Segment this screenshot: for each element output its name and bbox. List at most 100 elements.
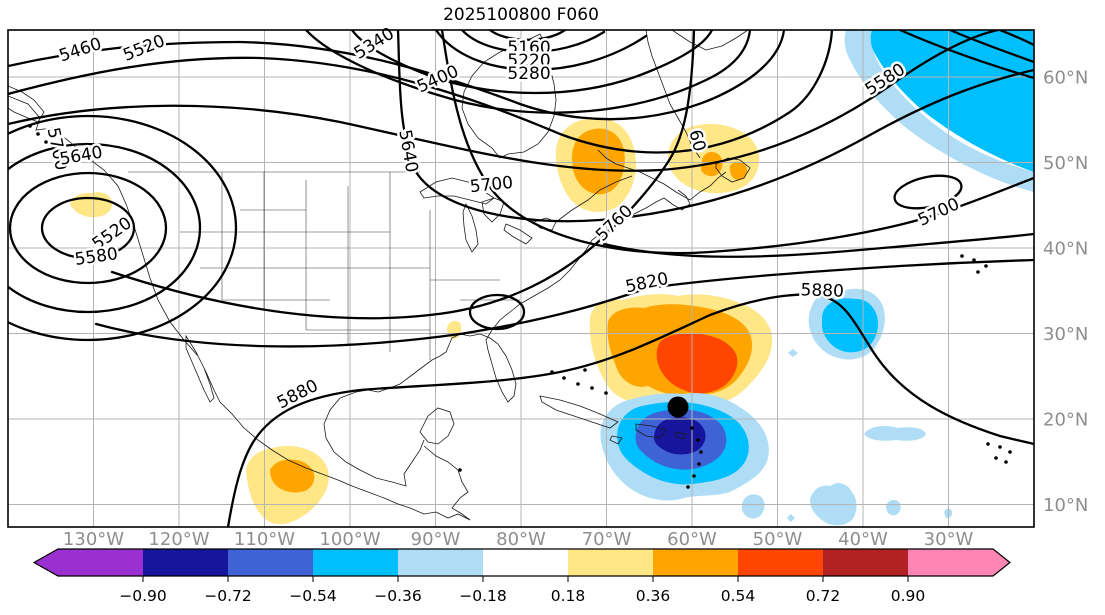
contour-label: 5880 <box>274 376 322 413</box>
contour-5880-gulf-closed <box>468 293 526 331</box>
anomaly-fill-mexico-orange <box>270 459 315 493</box>
island-specks <box>28 124 1012 489</box>
longitude-axis-labels: 130°W 120°W 110°W 100°W 90°W 80°W 70°W 60°W 50°W… <box>63 529 974 550</box>
island-speck <box>36 132 40 136</box>
contour-5340-line <box>350 30 714 95</box>
contour-5640-low-closed <box>8 142 202 314</box>
contour-label: 5700 <box>469 173 514 197</box>
island-speck <box>696 438 700 442</box>
contour-label: 5400 <box>414 61 462 97</box>
contour-label: 5520 <box>120 31 168 66</box>
lat-tick-label: 60°N <box>1043 68 1088 89</box>
contour-label: 5820 <box>624 269 670 298</box>
lon-tick-label: 40°W <box>838 529 888 550</box>
colorbar-tick-label: −0.18 <box>459 587 507 605</box>
lon-tick-label: 120°W <box>148 529 209 550</box>
height-contour-layer <box>8 30 1034 527</box>
colorbar-segment <box>143 549 228 576</box>
colorbar-tick-label: −0.54 <box>289 587 337 605</box>
island-speck <box>697 462 701 466</box>
colorbar-segment <box>823 549 908 576</box>
island-speck <box>1008 450 1012 454</box>
island-speck <box>692 474 696 478</box>
storm-position-dot <box>667 396 689 418</box>
colorbar-segment <box>738 549 823 576</box>
contour-5400-line <box>304 30 752 114</box>
colorbar-over-arrow <box>993 549 1010 576</box>
chart-title: 2025100800 F060 <box>443 5 599 25</box>
lat-tick-label: 20°N <box>1043 410 1088 431</box>
contour-5160-line <box>488 30 567 41</box>
colorbar-tick-label: 0.18 <box>551 587 586 605</box>
anomaly-fill-newfoundland-orange-2 <box>729 161 748 180</box>
anomaly-fill-quebec-orange <box>572 128 625 195</box>
contour-5760-east-line <box>602 232 1034 258</box>
contour-label: 5700 <box>915 194 963 230</box>
contour-5760-line <box>110 30 696 320</box>
island-speck <box>583 368 587 372</box>
lon-tick-label: 50°W <box>753 529 803 550</box>
contour-label: 5280 <box>507 64 550 84</box>
island-speck <box>699 450 703 454</box>
contour-5700-line <box>440 30 1034 255</box>
colorbar-tick-label: −0.72 <box>204 587 252 605</box>
colorbar-tick-label: 0.72 <box>806 587 841 605</box>
anomaly-shading-layer <box>70 30 1034 526</box>
island-speck <box>972 258 976 262</box>
anomaly-fill-small-4 <box>886 499 901 516</box>
coastline-great-lakes <box>419 175 633 253</box>
lon-tick-label: 110°W <box>234 529 295 550</box>
anomaly-fill-small-7 <box>788 349 798 357</box>
lon-tick-label: 60°W <box>667 529 717 550</box>
contour-label: 5160 <box>507 38 550 58</box>
colorbar-segment <box>908 549 993 576</box>
lon-tick-label: 130°W <box>63 529 124 550</box>
colorbar-segment <box>228 549 313 576</box>
coastline-gulf-east <box>323 30 751 487</box>
island-speck <box>1004 460 1008 464</box>
contour-5820-line <box>94 258 1034 348</box>
lat-tick-label: 40°N <box>1043 239 1088 260</box>
colorbar-segment <box>653 549 738 576</box>
island-speck <box>976 270 980 274</box>
island-speck <box>604 391 608 395</box>
island-speck <box>562 376 566 380</box>
colorbar-segment <box>483 549 568 576</box>
plot-frame <box>7 29 1035 528</box>
lon-tick-label: 90°W <box>411 529 461 550</box>
island-speck <box>686 485 690 489</box>
island-speck <box>994 456 998 460</box>
colorbar-tick-label: 0.90 <box>891 587 926 605</box>
anomaly-fill-atlantic-orangered <box>656 333 738 394</box>
latitude-axis-labels: 60°N 50°N 40°N 30°N 20°N 10°N <box>1043 68 1088 517</box>
lat-tick-label: 30°N <box>1043 324 1088 345</box>
contour-5220-line <box>460 30 606 54</box>
contour-5700-low-closed <box>8 114 238 342</box>
island-speck <box>998 445 1002 449</box>
colorbar-segment <box>568 549 653 576</box>
anomaly-fill-pnw-yellow <box>70 192 112 218</box>
island-speck <box>44 140 48 144</box>
contour-5460-line <box>8 30 786 121</box>
lat-tick-label: 10°N <box>1043 495 1088 516</box>
lat-tick-label: 50°N <box>1043 153 1088 174</box>
contour-label: 5880 <box>800 280 844 301</box>
graticule-gridlines <box>8 30 1034 527</box>
colorbar-segment <box>398 549 483 576</box>
anomaly-fill-small-1 <box>864 426 926 441</box>
colorbar-tick-label: −0.90 <box>119 587 167 605</box>
lon-tick-label: 70°W <box>582 529 632 550</box>
colorbar-tick-label: −0.36 <box>374 587 422 605</box>
anomaly-colorbar: −0.90 −0.72 −0.54 −0.36 −0.18 0.18 0.36 0.54 0.7… <box>32 548 1011 605</box>
contour-label: 5460 <box>57 34 104 66</box>
contour-topright-parallel-3 <box>998 30 1034 47</box>
lon-tick-label: 30°W <box>924 529 974 550</box>
contour-5580-line <box>8 30 1000 172</box>
contour-closed-ridge-cell <box>893 174 963 210</box>
colorbar-segment <box>58 549 143 576</box>
contour-5880-line <box>226 293 1034 527</box>
contour-topright-parallel-2 <box>948 30 1034 64</box>
contour-5520-line <box>8 30 834 154</box>
colorbar-under-arrow <box>34 549 58 576</box>
